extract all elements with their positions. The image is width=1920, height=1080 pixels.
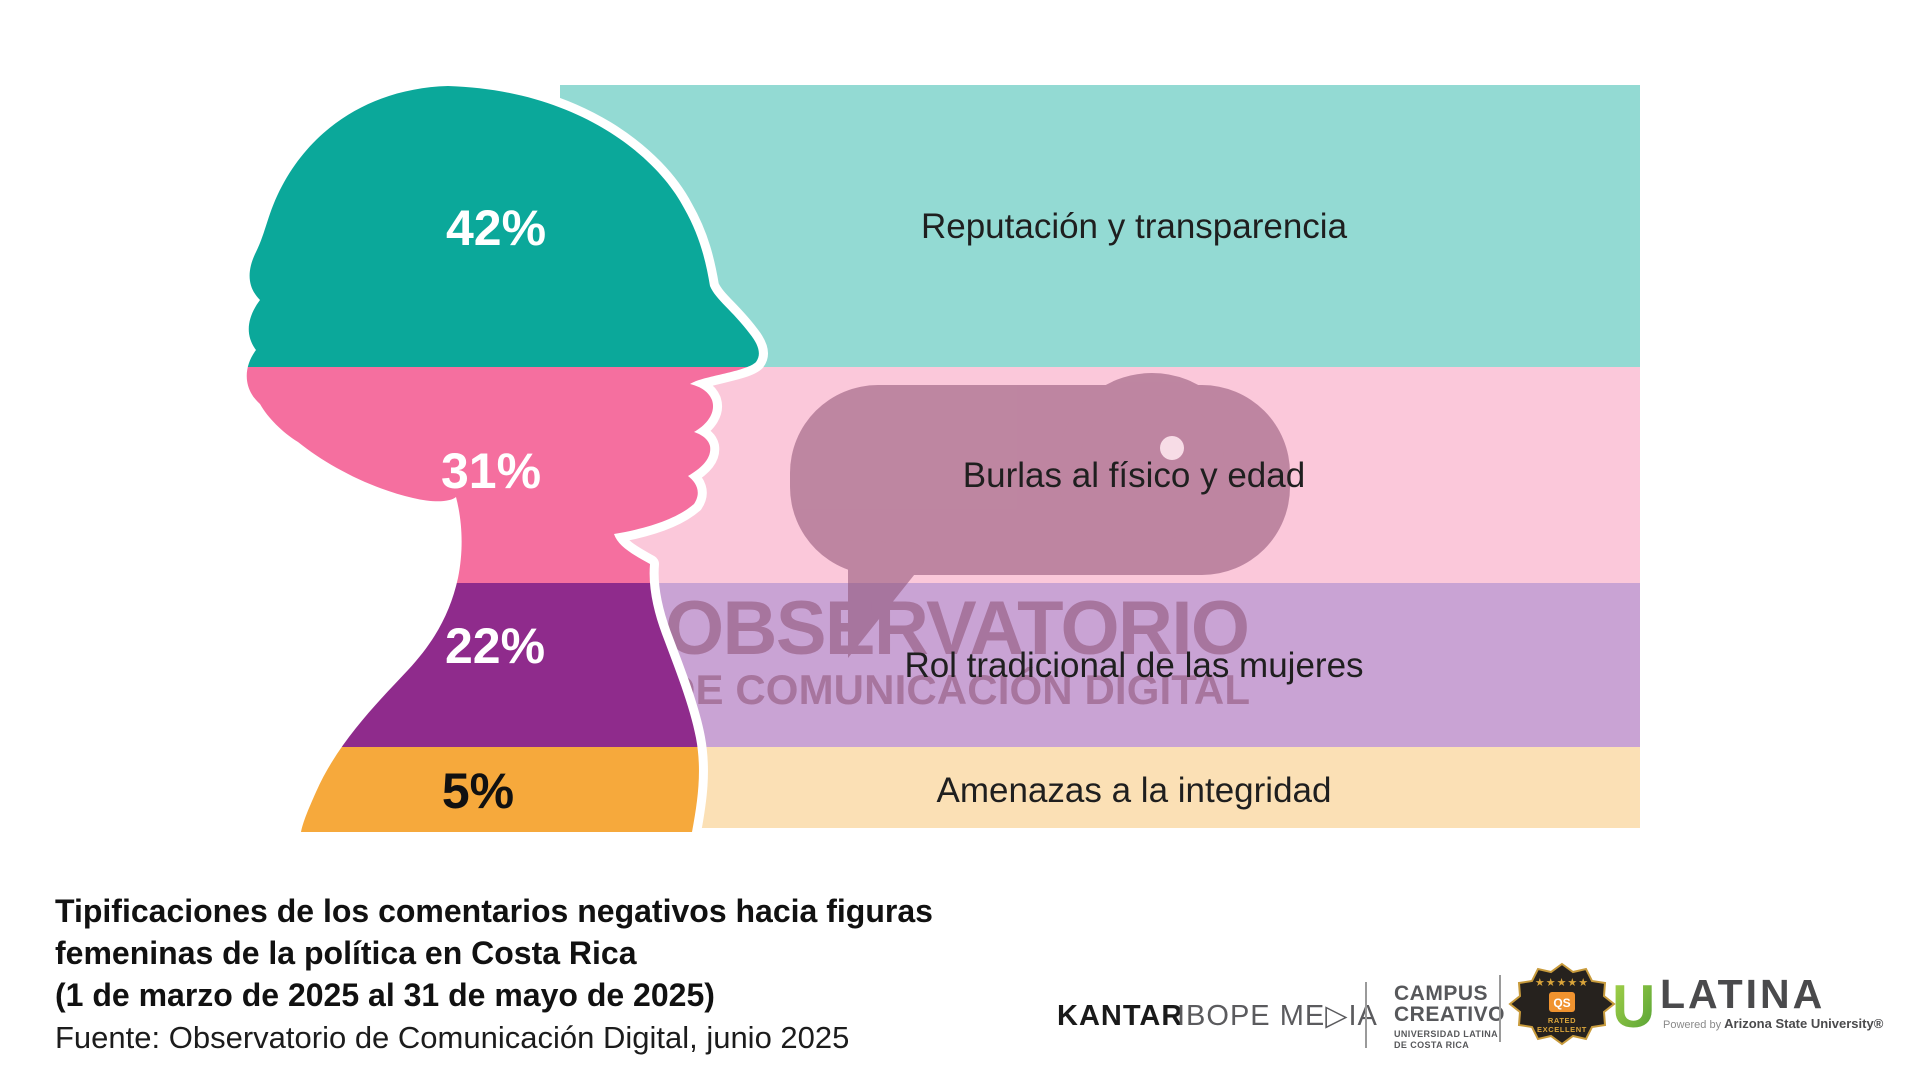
ulatina-u-mark: U	[1612, 973, 1655, 1040]
asu-text: Arizona State University®	[1724, 1016, 1884, 1031]
ibope-media-wordmark: IBOPE ME▷IA	[1177, 1000, 1378, 1032]
label-rol: Rol tradicional de las mujeres	[904, 646, 1363, 685]
value-burlas: 31%	[441, 443, 541, 499]
watermark-line2: DE COMUNICACIÓN DIGITAL	[665, 665, 1250, 713]
campus-creativo-logo: CAMPUS CREATIVO UNIVERSIDAD LATINA DE CO…	[1394, 982, 1505, 1050]
category-labels: Reputación y transparencia Burlas al fís…	[904, 207, 1363, 810]
watermark-eye-iris	[1108, 424, 1196, 512]
watermark-eye-ring	[1057, 373, 1247, 563]
value-amenazas: 5%	[442, 763, 514, 819]
watermark: OBSERVATORIO DE COMUNICACIÓN DIGITAL	[665, 373, 1290, 713]
watermark-eye-highlight	[1160, 436, 1184, 460]
qs-badge-rated: RATED	[1548, 1016, 1576, 1025]
bar-amenazas	[560, 747, 1640, 828]
chart-title-line3: (1 de marzo de 2025 al 31 de mayo de 202…	[55, 977, 715, 1013]
value-reputacion: 42%	[446, 200, 546, 256]
label-burlas: Burlas al físico y edad	[963, 456, 1305, 495]
qs-badge-stars: ★★★★★	[1535, 977, 1589, 989]
value-rol: 22%	[445, 618, 545, 674]
campus-line1: CAMPUS	[1394, 982, 1488, 1005]
label-reputacion: Reputación y transparencia	[921, 207, 1348, 246]
kantar-ibope-logo: KANTAR IBOPE ME▷IA	[1057, 1000, 1378, 1032]
campus-line2: CREATIVO	[1394, 1003, 1505, 1026]
campus-sub2: DE COSTA RICA	[1394, 1040, 1469, 1050]
watermark-line1: OBSERVATORIO	[665, 586, 1250, 671]
kantar-wordmark: KANTAR	[1057, 1000, 1183, 1032]
qs-badge-logo-text: QS	[1553, 996, 1570, 1010]
chart-source: Fuente: Observatorio de Comunicación Dig…	[55, 1020, 849, 1055]
qs-badge-excellent: EXCELLENT	[1537, 1025, 1587, 1034]
chart-title-line2: femeninas de la política en Costa Rica	[55, 935, 637, 971]
title-block: Tipificaciones de los comentarios negati…	[55, 893, 933, 1055]
bar-rol	[560, 583, 1640, 747]
campus-sub1: UNIVERSIDAD LATINA	[1394, 1029, 1498, 1039]
watermark-bubble-tail	[848, 540, 938, 658]
qs-badge-logo-box	[1549, 992, 1575, 1012]
footer-logos: KANTAR IBOPE ME▷IA CAMPUS CREATIVO UNIVE…	[1057, 962, 1884, 1050]
ulatina-logo: U LATINA Powered by Arizona State Univer…	[1612, 971, 1884, 1040]
qs-badge: ★★★★★ QS RATED EXCELLENT	[1508, 962, 1616, 1046]
chart-title-line1: Tipificaciones de los comentarios negati…	[55, 893, 933, 929]
ulatina-powered-by: Powered by Arizona State University®	[1663, 1016, 1884, 1031]
ulatina-wordmark: LATINA	[1660, 971, 1825, 1017]
powered-by-text: Powered by	[1663, 1019, 1724, 1031]
percentage-labels: 42% 31% 22% 5%	[441, 200, 546, 819]
label-amenazas: Amenazas a la integridad	[937, 771, 1332, 810]
